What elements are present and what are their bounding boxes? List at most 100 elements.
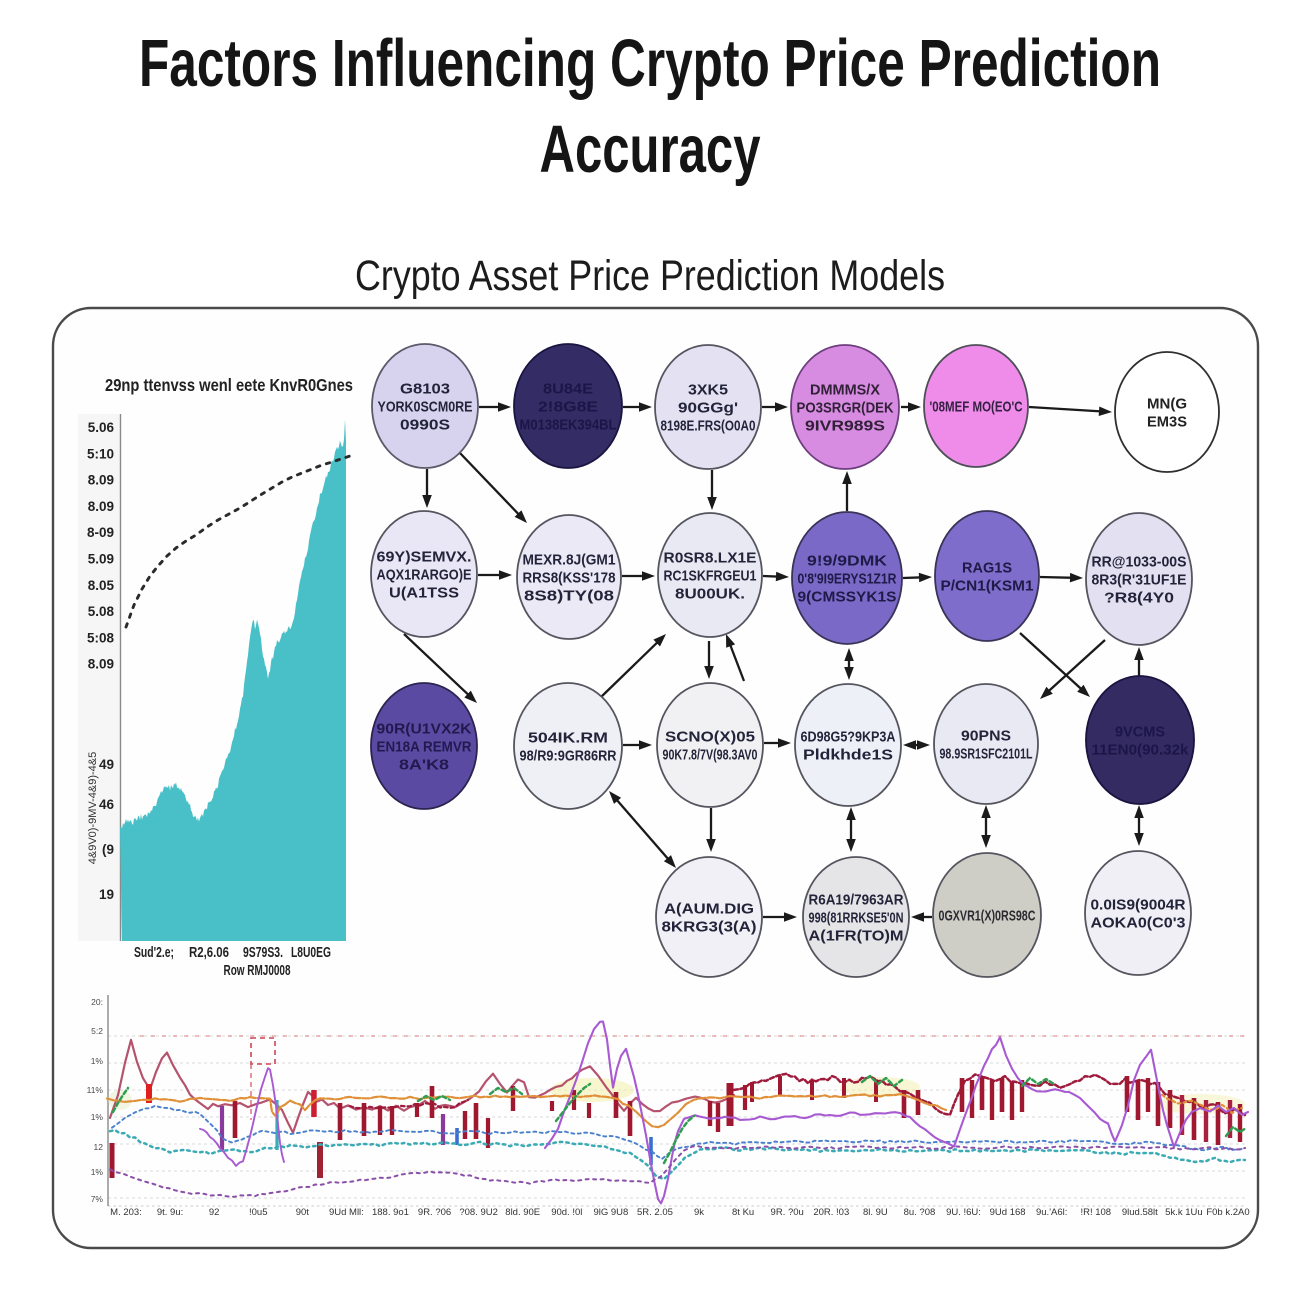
svg-text:8U00UK.: 8U00UK. [675, 586, 745, 603]
svg-text:49: 49 [99, 757, 114, 772]
svg-text:8-09: 8-09 [87, 525, 114, 540]
svg-text:4&9V0)-9MV-4&9)-4&5: 4&9V0)-9MV-4&9)-4&5 [87, 752, 99, 865]
svg-text:8A'K8: 8A'K8 [399, 757, 449, 774]
svg-text:9t. 9u:: 9t. 9u: [157, 1207, 183, 1218]
svg-text:MN(G: MN(G [1147, 396, 1187, 413]
svg-text:8.05: 8.05 [88, 578, 115, 593]
svg-text:F0b k.2A0: F0b k.2A0 [1206, 1207, 1249, 1218]
svg-text:5:2: 5:2 [91, 1026, 103, 1036]
svg-text:9VCMS: 9VCMS [1115, 724, 1165, 741]
svg-text:90K7.8/7V(98.3AV0: 90K7.8/7V(98.3AV0 [663, 747, 758, 764]
svg-text:9(CMSSYK1S: 9(CMSSYK1S [798, 589, 897, 606]
svg-text:90R(U1VX2K: 90R(U1VX2K [377, 721, 472, 738]
svg-text:!R! 108: !R! 108 [1080, 1207, 1111, 1218]
svg-text:M0138EK394BL: M0138EK394BL [520, 417, 617, 434]
svg-text:MEXR.8J(GM1: MEXR.8J(GM1 [523, 552, 616, 569]
svg-text:EM3S: EM3S [1147, 414, 1187, 431]
svg-text:PO3SRGR(DEK: PO3SRGR(DEK [797, 400, 894, 417]
svg-text:9IVR989S: 9IVR989S [805, 418, 885, 435]
svg-text:AQX1RARGO)E: AQX1RARGO)E [377, 567, 472, 584]
svg-text:5k.k 1Uu: 5k.k 1Uu [1165, 1207, 1203, 1218]
svg-text:DMMMS/X: DMMMS/X [810, 382, 880, 399]
svg-text:?08. 9U2: ?08. 9U2 [459, 1207, 498, 1218]
svg-text:RAG1S: RAG1S [962, 560, 1012, 577]
svg-text:9lud.58lt: 9lud.58lt [1122, 1207, 1158, 1218]
svg-text:Accuracy: Accuracy [540, 112, 761, 187]
svg-text:3XK5: 3XK5 [688, 382, 728, 399]
svg-text:8l. 9U: 8l. 9U [863, 1207, 888, 1218]
svg-text:11%: 11% [87, 1085, 104, 1095]
svg-text:YORK0SCM0RE: YORK0SCM0RE [378, 399, 473, 416]
svg-text:2!8G8E: 2!8G8E [538, 399, 598, 416]
svg-text:EN18A REMVR: EN18A REMVR [377, 739, 472, 756]
svg-text:RRS8(KSS'178: RRS8(KSS'178 [523, 570, 616, 587]
svg-text:9Ud 168: 9Ud 168 [990, 1207, 1026, 1218]
svg-text:L8U0EG: L8U0EG [291, 945, 331, 961]
svg-text:8R3(R'31UF1E: 8R3(R'31UF1E [1092, 572, 1187, 589]
svg-text:5:08: 5:08 [87, 630, 115, 645]
svg-text:U(A1TSS: U(A1TSS [389, 585, 459, 602]
svg-text:0GXVR1(X)0RS98C: 0GXVR1(X)0RS98C [939, 908, 1036, 925]
svg-text:R6A19/7963AR: R6A19/7963AR [809, 892, 904, 909]
svg-text:29np ttenvss wenl eete KnvR0Gn: 29np ttenvss wenl eete KnvR0Gnes [105, 375, 353, 395]
svg-text:Crypto Asset Price Prediction: Crypto Asset Price Prediction Models [355, 252, 945, 300]
svg-text:998(81RRKSE5'0N: 998(81RRKSE5'0N [809, 910, 904, 927]
svg-text:M. 203:: M. 203: [110, 1207, 142, 1218]
svg-text:46: 46 [99, 797, 115, 812]
svg-text:12: 12 [94, 1142, 104, 1152]
svg-text:9R. ?0u: 9R. ?0u [771, 1207, 804, 1218]
svg-text:5:10: 5:10 [87, 446, 114, 461]
svg-text:1%: 1% [91, 1112, 104, 1122]
svg-text:8U84E: 8U84E [543, 381, 593, 398]
svg-text:0'8'9I9ERYS1Z1R: 0'8'9I9ERYS1Z1R [798, 571, 897, 588]
svg-text:20:: 20: [91, 997, 103, 1007]
svg-text:8KRG3(3(A): 8KRG3(3(A) [662, 919, 757, 936]
svg-text:90GGg': 90GGg' [678, 400, 738, 417]
svg-text:Factors Influencing Crypto Pri: Factors Influencing Crypto Price Predict… [139, 26, 1161, 101]
svg-text:92: 92 [209, 1207, 220, 1218]
svg-text:1%: 1% [91, 1167, 104, 1177]
svg-text:8198E.FRS(O0A0: 8198E.FRS(O0A0 [661, 418, 756, 435]
svg-text:7%: 7% [91, 1194, 104, 1204]
svg-text:Row RMJ0008: Row RMJ0008 [224, 963, 291, 979]
svg-text:1%: 1% [91, 1056, 104, 1066]
svg-text:9k: 9k [694, 1207, 704, 1218]
svg-text:11EN0(90.32k: 11EN0(90.32k [1092, 742, 1190, 759]
svg-text:9u.'A6l:: 9u.'A6l: [1036, 1207, 1067, 1218]
svg-text:R2,6.06: R2,6.06 [189, 945, 229, 961]
svg-text:A(1FR(TO)M: A(1FR(TO)M [809, 928, 904, 945]
svg-text:AOKA0(C0'3: AOKA0(C0'3 [1091, 915, 1186, 932]
svg-text:9S79S3.: 9S79S3. [243, 945, 283, 961]
svg-text:8ld. 90E: 8ld. 90E [505, 1207, 540, 1218]
svg-text:SCNO(X)05: SCNO(X)05 [665, 729, 755, 746]
svg-text:'08MEF MO(EO'C: '08MEF MO(EO'C [930, 399, 1023, 416]
svg-text:G8103: G8103 [400, 381, 450, 398]
svg-text:5.09: 5.09 [88, 552, 114, 567]
svg-text:Pldkhde1S: Pldkhde1S [803, 747, 893, 764]
svg-text:P/CN1(KSM1: P/CN1(KSM1 [941, 578, 1034, 595]
svg-text:8.09: 8.09 [88, 499, 114, 514]
svg-text:90d. !0l: 90d. !0l [551, 1207, 582, 1218]
svg-text:69Y)SEMVX.: 69Y)SEMVX. [377, 549, 472, 566]
svg-text:90PNS: 90PNS [961, 728, 1011, 745]
svg-text:8.09: 8.09 [88, 657, 114, 672]
svg-text:8t Ku: 8t Ku [732, 1207, 754, 1218]
svg-text:5.06: 5.06 [88, 420, 115, 435]
svg-text:?R8(4Y0: ?R8(4Y0 [1104, 590, 1174, 607]
svg-text:19: 19 [99, 887, 114, 902]
svg-text:0990S: 0990S [400, 417, 450, 434]
svg-text:5.08: 5.08 [88, 604, 115, 619]
svg-text:Sud'2.e;: Sud'2.e; [134, 945, 174, 961]
svg-text:RC1SKFRGEU1: RC1SKFRGEU1 [664, 568, 757, 585]
svg-text:90t: 90t [296, 1207, 310, 1218]
svg-text:9U. !6U:: 9U. !6U: [946, 1207, 981, 1218]
svg-text:R0SR8.LX1E: R0SR8.LX1E [664, 550, 757, 567]
svg-text:188. 9o1: 188. 9o1 [372, 1207, 409, 1218]
svg-text:RR@1033-00S: RR@1033-00S [1092, 554, 1187, 571]
svg-text:9R. ?06: 9R. ?06 [418, 1207, 451, 1218]
svg-text:8.09: 8.09 [88, 473, 114, 488]
svg-text:!0u5: !0u5 [249, 1207, 268, 1218]
svg-text:6D98G5?9KP3A: 6D98G5?9KP3A [801, 729, 896, 746]
svg-text:98.9SR1SFC2101L: 98.9SR1SFC2101L [940, 746, 1033, 763]
svg-text:A(AUM.DIG: A(AUM.DIG [664, 901, 754, 918]
